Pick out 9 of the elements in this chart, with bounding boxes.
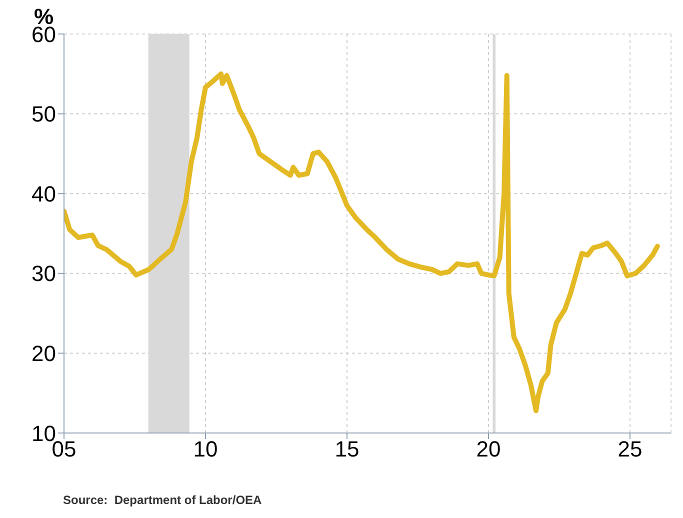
x-tick-label: 10 [193,436,218,462]
x-tick-label: 20 [476,436,501,462]
y-tick-label: 20 [32,341,56,366]
source-note: Source: Department of Labor/OEA [63,493,263,507]
y-tick-label: 40 [32,181,56,206]
y-tick-label: 30 [32,261,56,286]
x-tick-label: 25 [618,436,642,462]
y-tick-label: 50 [32,102,56,127]
x-tick-label: 15 [334,436,360,462]
